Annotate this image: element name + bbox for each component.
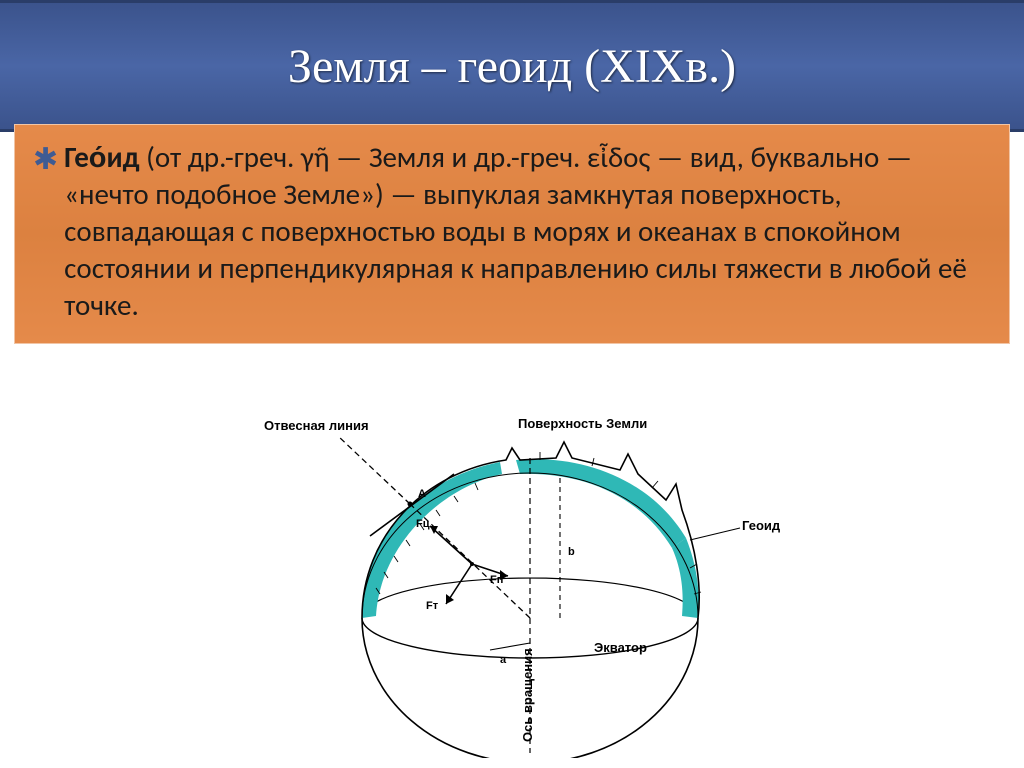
slide-title: Земля – геоид (XIXв.) <box>288 39 736 94</box>
point-A <box>408 502 413 507</box>
term-bold: Гео́ид <box>64 139 139 175</box>
label-equator: Экватор <box>594 640 647 655</box>
label-b: b <box>568 546 575 558</box>
label-earth-surface: Поверхность Земли <box>518 416 647 431</box>
geoid-arc <box>362 473 698 618</box>
label-a: a <box>500 654 506 666</box>
label-plumb-line: Отвесная линия <box>264 418 369 433</box>
force-vectors <box>430 526 508 604</box>
label-geoid: Геоид <box>742 518 780 533</box>
bullet-icon: ✱ <box>33 141 58 179</box>
plumb-extension <box>338 436 410 504</box>
definition-tail: (от др.-греч. γῆ — Земля и др.-греч. εἶδ… <box>64 139 967 323</box>
geoid-diagram: Отвесная линия Поверхность Земли Геоид Э… <box>220 418 820 758</box>
definition-inner: ✱ Гео́ид (от др.-греч. γῆ — Земля и др.-… <box>33 139 991 325</box>
label-rotation-axis: Ось вращения <box>520 648 535 742</box>
definition-text: Гео́ид (от др.-греч. γῆ — Земля и др.-гр… <box>64 139 991 325</box>
label-Fp: Fп <box>490 574 503 586</box>
water-mid <box>516 459 686 548</box>
label-Ft: Fт <box>426 600 438 612</box>
title-band: Земля – геоид (XIXв.) <box>0 0 1024 132</box>
definition-box: ✱ Гео́ид (от др.-греч. γῆ — Земля и др.-… <box>14 124 1010 344</box>
geoid-leader <box>690 528 740 540</box>
label-Fc: Fц <box>416 518 429 530</box>
label-A: A <box>418 488 426 500</box>
